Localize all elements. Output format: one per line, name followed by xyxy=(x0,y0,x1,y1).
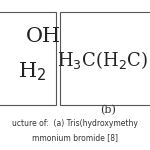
Bar xyxy=(60,12,150,105)
Text: H$_3$C(H$_2$C): H$_3$C(H$_2$C) xyxy=(57,49,147,71)
Text: (b): (b) xyxy=(100,105,116,115)
Bar xyxy=(0,12,56,105)
Text: OH: OH xyxy=(26,27,61,45)
Text: H$_2$: H$_2$ xyxy=(18,61,46,83)
Text: ucture of:  (a) Tris(hydroxymethy: ucture of: (a) Tris(hydroxymethy xyxy=(12,119,138,128)
Text: mmonium bromide [8]: mmonium bromide [8] xyxy=(32,134,118,142)
